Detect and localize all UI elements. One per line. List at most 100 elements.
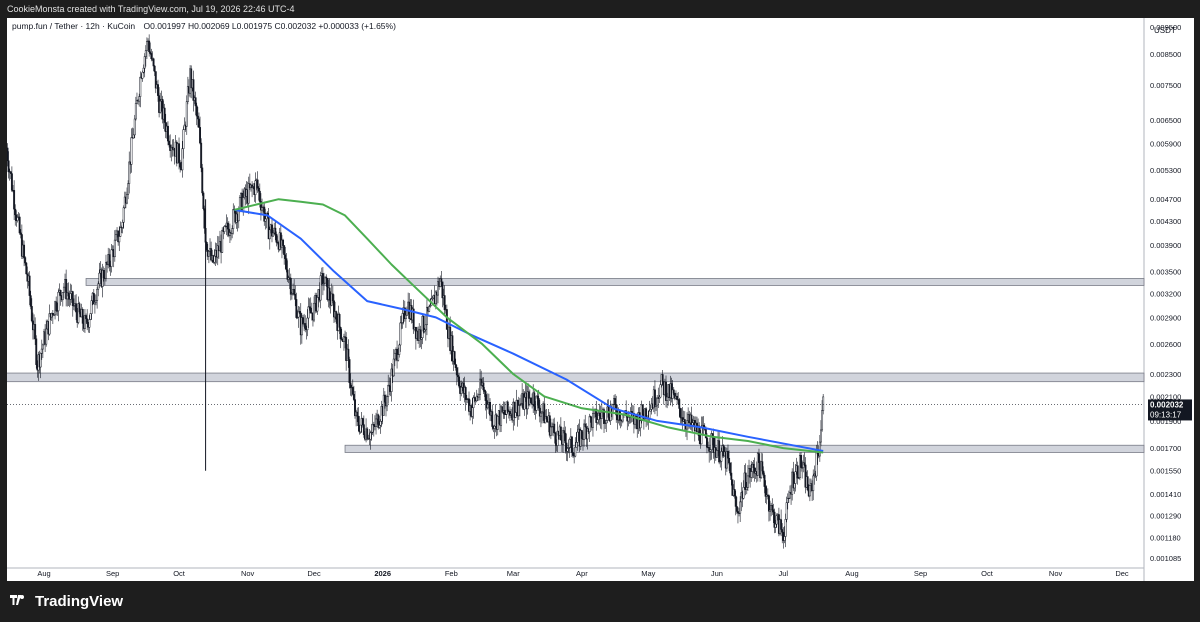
candle-body	[300, 317, 303, 336]
candle	[473, 392, 476, 403]
candle	[141, 70, 144, 82]
candle-body	[443, 295, 446, 311]
candle-body	[478, 394, 480, 398]
candle-body	[568, 439, 571, 448]
candle	[351, 379, 354, 396]
candle	[388, 377, 391, 396]
candle-body	[815, 450, 818, 477]
candle-body	[335, 311, 338, 320]
candle-body	[386, 396, 389, 407]
candle	[16, 214, 19, 223]
candle-body	[678, 399, 681, 409]
candle-body	[372, 424, 375, 426]
tradingview-logo[interactable]: TradingView	[9, 593, 123, 610]
candle-body	[298, 311, 301, 314]
moving-average-line	[234, 208, 824, 452]
candle-body	[362, 424, 365, 435]
candle-body	[285, 258, 288, 271]
candle	[789, 485, 791, 499]
candle	[319, 271, 322, 309]
candle	[183, 117, 186, 130]
candle-body	[379, 421, 382, 426]
candle-body	[762, 470, 765, 476]
candle-body	[56, 310, 59, 312]
candle-body	[338, 314, 341, 328]
candle-body	[793, 483, 796, 489]
candle	[731, 479, 734, 496]
candle	[181, 141, 184, 178]
candle	[541, 411, 543, 424]
y-axis: 0.009500 0.008500 0.007500 0.006500 0.005900…	[1150, 23, 1181, 563]
price-zone	[85, 278, 1145, 286]
candle-body	[23, 244, 26, 258]
candle-body	[48, 313, 51, 335]
candle	[354, 390, 356, 419]
candle-body	[333, 300, 335, 318]
candle-body	[323, 282, 325, 285]
candle-body	[422, 315, 425, 332]
candle-body	[797, 477, 800, 479]
candle-body	[231, 228, 234, 234]
candle-body	[566, 448, 569, 452]
candle-body	[293, 289, 296, 295]
candle-body	[142, 67, 145, 73]
candle	[756, 451, 759, 482]
candle	[333, 294, 335, 323]
candle	[483, 386, 486, 397]
candle	[226, 217, 229, 237]
candle	[145, 37, 148, 60]
candle-body	[648, 410, 651, 419]
candle-body	[19, 232, 22, 235]
candle	[735, 496, 738, 514]
candle-body	[357, 415, 360, 426]
candle	[491, 404, 494, 431]
moving-averages	[234, 198, 824, 454]
candle-body	[752, 463, 755, 468]
candle	[793, 473, 796, 494]
candle	[122, 205, 125, 229]
candle	[403, 300, 406, 322]
candle	[71, 290, 74, 317]
candle-body	[92, 292, 95, 305]
candle	[614, 393, 617, 410]
candle-body	[148, 40, 151, 53]
candle	[45, 319, 48, 347]
candle	[264, 208, 267, 230]
candle-body	[178, 143, 180, 163]
candle	[199, 116, 202, 145]
price-chart[interactable]: Aug Sep Oct Nov Dec 2026 Feb Mar Apr May Jun Jul Aug…	[0, 18, 1194, 581]
candle-body	[274, 227, 277, 235]
candle-body	[618, 409, 621, 421]
candle-body	[133, 118, 136, 136]
candle-body	[567, 447, 570, 449]
chart-area[interactable]: Aug Sep Oct Nov Dec 2026 Feb Mar Apr May Jun Jul Aug…	[0, 18, 1194, 581]
candle-body	[493, 426, 496, 429]
candle-body	[769, 509, 771, 512]
candle	[254, 172, 257, 203]
candle-body	[496, 415, 499, 430]
candle	[565, 433, 568, 461]
candle-body	[352, 394, 355, 400]
candle-body	[45, 328, 48, 345]
candle	[708, 437, 711, 463]
candle-body	[745, 487, 748, 490]
candle-body	[526, 391, 529, 410]
candle	[331, 285, 334, 304]
candle-body	[213, 255, 216, 263]
candle-body	[559, 426, 562, 441]
candle-body	[653, 389, 656, 407]
candle-body	[210, 248, 213, 261]
candle-body	[739, 501, 742, 514]
candle-body	[730, 472, 733, 480]
candle-body	[97, 283, 100, 290]
candle	[784, 513, 787, 548]
candle	[440, 270, 443, 287]
candle	[437, 276, 439, 304]
candle	[538, 399, 541, 423]
candle-body	[772, 509, 775, 513]
x-tick-label: Aug	[37, 569, 50, 578]
candle	[769, 500, 771, 521]
candle-body	[456, 374, 459, 378]
candle	[101, 263, 104, 298]
candle-body	[589, 416, 592, 418]
